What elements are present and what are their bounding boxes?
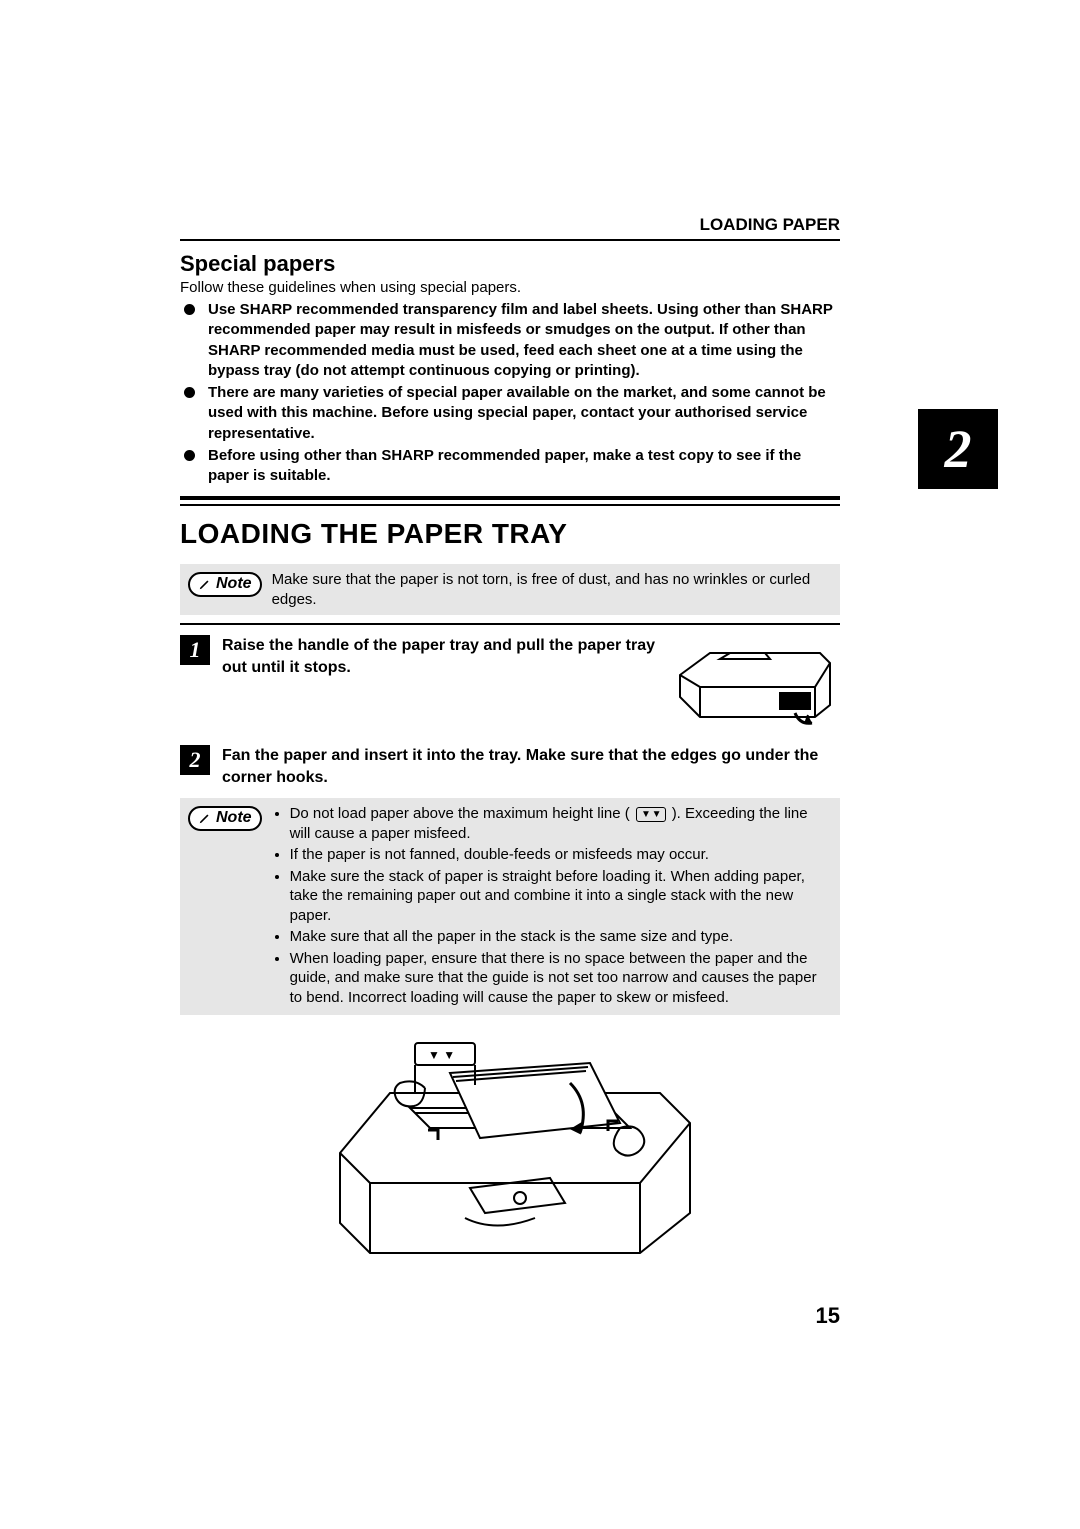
printer-tray-illustration bbox=[670, 635, 840, 735]
bullet-item: Use SHARP recommended transparency film … bbox=[208, 300, 840, 381]
bullet-item: Before using other than SHARP recommende… bbox=[208, 446, 840, 487]
special-papers-bullets: Use SHARP recommended transparency film … bbox=[180, 300, 840, 486]
special-papers-intro: Follow these guidelines when using speci… bbox=[180, 279, 840, 296]
note-item: Make sure the stack of paper is straight… bbox=[290, 867, 832, 926]
pencil-icon bbox=[198, 811, 212, 825]
loading-section-title: LOADING THE PAPER TRAY bbox=[180, 518, 840, 550]
running-header: LOADING PAPER bbox=[180, 215, 840, 241]
note-label: Note bbox=[216, 809, 252, 827]
note-top-text: Make sure that the paper is not torn, is… bbox=[272, 570, 832, 609]
step-number-badge: 2 bbox=[180, 745, 210, 775]
pencil-icon bbox=[198, 577, 212, 591]
page-number: 15 bbox=[816, 1303, 840, 1329]
special-papers-title: Special papers bbox=[180, 251, 840, 277]
step-1: 1 Raise the handle of the paper tray and… bbox=[180, 635, 840, 735]
note-badge: Note bbox=[188, 806, 262, 831]
paper-loading-illustration: ▼ ▼ bbox=[320, 1033, 700, 1263]
step-2: 2 Fan the paper and insert it into the t… bbox=[180, 745, 840, 788]
thin-rule bbox=[180, 623, 840, 625]
step-2-title: Fan the paper and insert it into the tra… bbox=[222, 745, 840, 788]
note-item: When loading paper, ensure that there is… bbox=[290, 949, 832, 1008]
double-rule bbox=[180, 496, 840, 506]
step-1-title: Raise the handle of the paper tray and p… bbox=[222, 635, 656, 678]
note-block-step2: Note Do not load paper above the maximum… bbox=[180, 798, 840, 1015]
manual-page: LOADING PAPER Special papers Follow thes… bbox=[180, 215, 840, 1263]
note-label: Note bbox=[216, 575, 252, 593]
svg-text:▼ ▼: ▼ ▼ bbox=[428, 1048, 455, 1062]
bullet-item: There are many varieties of special pape… bbox=[208, 383, 840, 444]
note-badge: Note bbox=[188, 572, 262, 597]
max-height-icon: ▼ ▼ bbox=[636, 807, 666, 822]
note-item: Make sure that all the paper in the stac… bbox=[290, 927, 832, 947]
chapter-tab: 2 bbox=[918, 409, 998, 489]
note-item-text-a: Do not load paper above the maximum heig… bbox=[290, 805, 630, 822]
note-item: Do not load paper above the maximum heig… bbox=[290, 804, 832, 843]
note-item: If the paper is not fanned, double-feeds… bbox=[290, 845, 832, 865]
note-block-top: Note Make sure that the paper is not tor… bbox=[180, 564, 840, 615]
note-step2-list: Do not load paper above the maximum heig… bbox=[272, 804, 832, 1009]
step-number-badge: 1 bbox=[180, 635, 210, 665]
